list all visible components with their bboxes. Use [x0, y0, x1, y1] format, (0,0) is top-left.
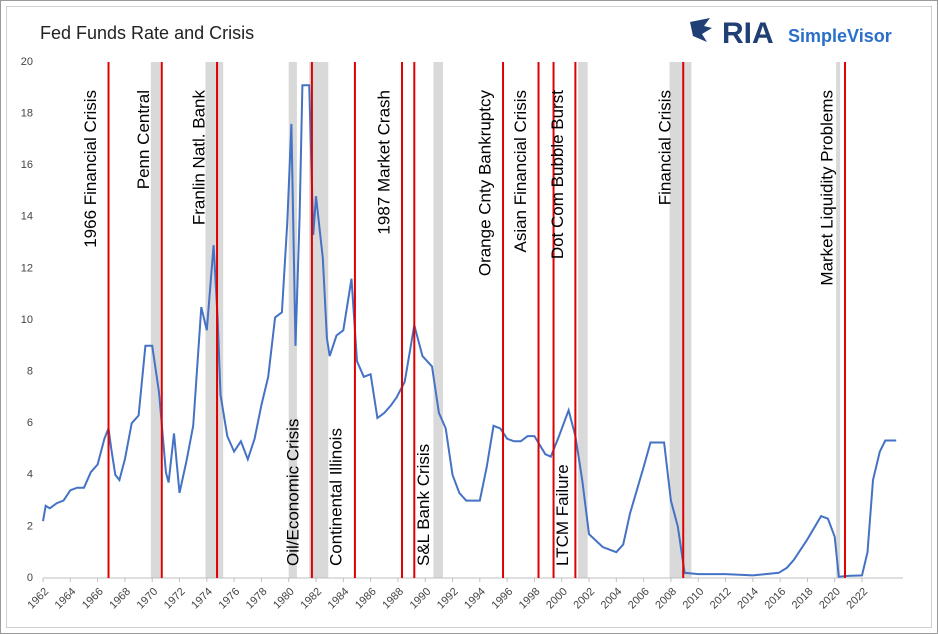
recession-band [288, 62, 297, 578]
logo: RIA SimpleVisor [690, 17, 892, 50]
rate-line [42, 84, 897, 578]
recession-band [433, 62, 443, 578]
y-tick-label: 4 [27, 469, 33, 481]
recession-band [836, 62, 841, 578]
y-tick-label: 20 [21, 56, 33, 68]
recession-band [150, 62, 161, 578]
crisis-label: Oil/Economic Crisis [283, 419, 302, 566]
chart-border [6, 6, 932, 628]
crisis-label: Asian Financial Crisis [511, 90, 530, 253]
logo-name: SimpleVisor [788, 26, 892, 46]
crisis-label: Orange Cnty Bankruptcy [476, 90, 495, 277]
y-tick-label: 10 [21, 314, 33, 326]
crisis-label: 1987 Market Crash [375, 90, 394, 235]
crisis-label: S&L Bank Crisis [414, 444, 433, 566]
y-tick-label: 2 [27, 520, 33, 532]
recession-band [669, 62, 692, 578]
crisis-label: Penn Central [134, 90, 153, 189]
y-tick-label: 12 [21, 262, 33, 274]
recession-band [205, 62, 224, 578]
crisis-label: Franlin Natl. Bank [190, 90, 209, 226]
y-tick-label: 16 [21, 159, 33, 171]
crisis-label: LTCM Failure [553, 464, 572, 566]
y-tick-label: 0 [27, 572, 33, 584]
chart-title: Fed Funds Rate and Crisis [40, 23, 254, 43]
y-tick-label: 6 [27, 417, 33, 429]
logo-icon [690, 18, 712, 42]
crisis-label: Market Liquidity Problems [817, 90, 836, 286]
y-tick-label: 8 [27, 366, 33, 378]
crisis-label: Dot Com Bubble Burst [548, 90, 567, 259]
crisis-label: Financial Crisis [656, 90, 675, 205]
logo-mark: RIA [722, 17, 774, 50]
crisis-label: Continental Illinois [326, 428, 345, 566]
y-tick-label: 14 [21, 211, 33, 223]
y-tick-label: 18 [21, 108, 33, 120]
recession-band [309, 62, 329, 578]
crisis-label: 1966 Financial Crisis [81, 90, 100, 248]
recession-band [578, 62, 588, 578]
